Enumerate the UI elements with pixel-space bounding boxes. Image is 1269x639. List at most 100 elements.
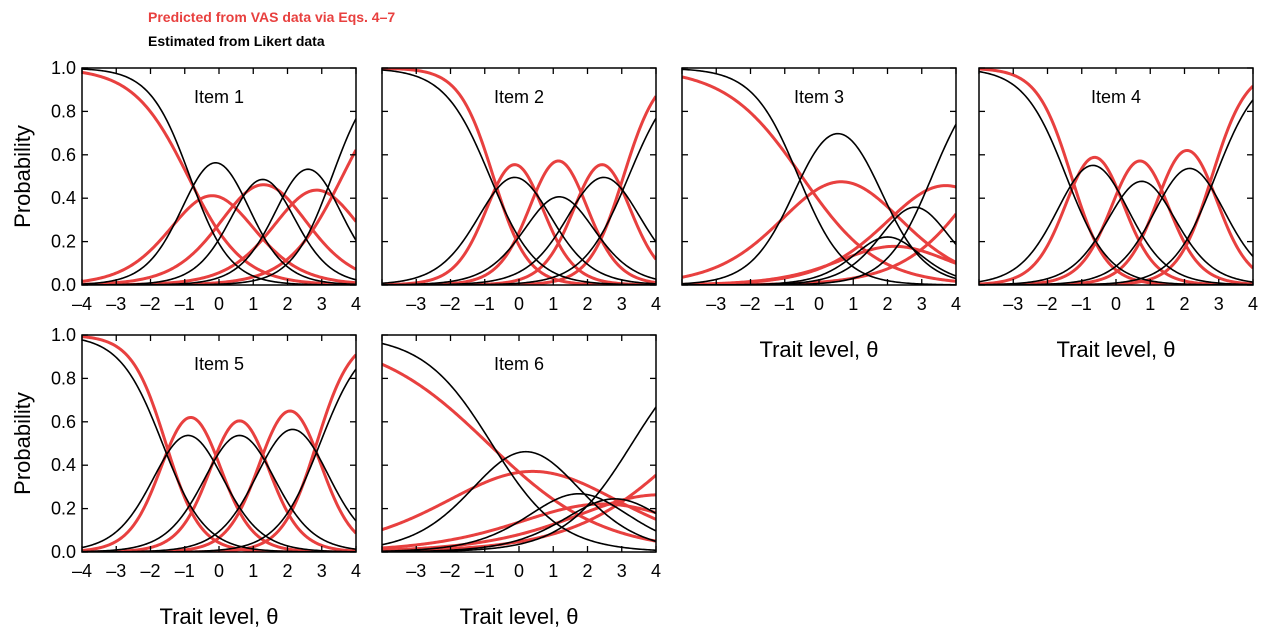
y-tick-label: 0.2 bbox=[51, 499, 76, 519]
x-tick-label: 1 bbox=[248, 561, 258, 581]
x-tick-label: –1 bbox=[775, 294, 795, 314]
x-tick-label: –4 bbox=[72, 561, 92, 581]
x-tick-label: 1 bbox=[548, 561, 558, 581]
estimated-curve-cat-2 bbox=[82, 162, 356, 285]
x-tick-label: 0 bbox=[814, 294, 824, 314]
x-axis-label: Trait level, θ bbox=[159, 604, 278, 629]
predicted-curve-cat-2 bbox=[382, 469, 656, 532]
estimated-curve-cat-2 bbox=[382, 450, 656, 546]
x-tick-label: –3 bbox=[106, 561, 126, 581]
estimated-curve-cat-2 bbox=[979, 164, 1253, 285]
estimated-curve-cat-3 bbox=[382, 196, 656, 285]
y-tick-label: 0.6 bbox=[51, 145, 76, 165]
legend-predicted: Predicted from VAS data via Eqs. 4–7 bbox=[148, 9, 396, 25]
x-tick-label: 4 bbox=[351, 561, 361, 581]
x-tick-label: 2 bbox=[1179, 294, 1189, 314]
panel-title: Item 2 bbox=[494, 87, 544, 107]
estimated-curve-cat-1 bbox=[682, 68, 956, 285]
y-axis-label: Probability bbox=[10, 125, 35, 228]
estimated-curve-cat-5 bbox=[82, 118, 356, 285]
x-tick-label: –1 bbox=[175, 294, 195, 314]
x-tick-label: –2 bbox=[140, 294, 160, 314]
x-tick-label: –3 bbox=[406, 561, 426, 581]
x-tick-label: 2 bbox=[282, 294, 292, 314]
x-axis-label: Trait level, θ bbox=[459, 604, 578, 629]
x-axis-label: Trait level, θ bbox=[1056, 337, 1175, 362]
x-tick-label: 4 bbox=[651, 294, 661, 314]
x-tick-label: 2 bbox=[282, 561, 292, 581]
y-tick-label: 0.4 bbox=[51, 188, 76, 208]
x-tick-label: –1 bbox=[475, 294, 495, 314]
x-tick-label: 1 bbox=[848, 294, 858, 314]
panel-item-2: –3 –2 –1 0 1 2 3 4 Item 2 bbox=[381, 67, 661, 314]
estimated-curve-cat-3 bbox=[979, 180, 1253, 285]
estimated-curve-cat-3 bbox=[82, 434, 356, 552]
panel-title: Item 1 bbox=[194, 87, 244, 107]
panel-item-5: –4 –3 –2 –1 0 1 2 3 4 0.0 0.2 0.4 0.6 0.8 1.0 Item 5 Pro… bbox=[10, 325, 361, 629]
x-tick-label: –1 bbox=[1072, 294, 1092, 314]
x-tick-label: 2 bbox=[582, 561, 592, 581]
x-tick-label: 0 bbox=[514, 294, 524, 314]
x-tick-label: 0 bbox=[214, 561, 224, 581]
predicted-curve-cat-3 bbox=[382, 159, 656, 285]
panel-title: Item 3 bbox=[794, 87, 844, 107]
estimated-curve-cat-2 bbox=[382, 176, 656, 285]
predicted-curve-cat-5 bbox=[382, 95, 656, 285]
x-tick-label: –2 bbox=[440, 294, 460, 314]
panel-title: Item 6 bbox=[494, 354, 544, 374]
x-tick-label: –2 bbox=[140, 561, 160, 581]
y-tick-label: 0.2 bbox=[51, 232, 76, 252]
x-tick-label: –1 bbox=[175, 561, 195, 581]
x-tick-label: 4 bbox=[351, 294, 361, 314]
panel-item-4: –3 –2 –1 0 1 2 3 4 Item 4 Trait level, θ bbox=[978, 67, 1258, 362]
x-tick-label: 0 bbox=[214, 294, 224, 314]
x-tick-label: 4 bbox=[651, 561, 661, 581]
x-tick-label: 1 bbox=[248, 294, 258, 314]
y-tick-label: 0.6 bbox=[51, 412, 76, 432]
x-tick-label: 1 bbox=[548, 294, 558, 314]
x-tick-label: –2 bbox=[740, 294, 760, 314]
x-tick-label: 0 bbox=[1111, 294, 1121, 314]
estimated-curve-cat-5 bbox=[682, 123, 956, 285]
x-axis-label: Trait level, θ bbox=[759, 337, 878, 362]
x-tick-label: 3 bbox=[1214, 294, 1224, 314]
x-tick-label: 4 bbox=[1248, 294, 1258, 314]
predicted-curve-cat-5 bbox=[82, 149, 356, 285]
legend-estimated: Estimated from Likert data bbox=[148, 33, 325, 49]
predicted-curve-cat-2 bbox=[382, 163, 656, 285]
y-tick-label: 1.0 bbox=[51, 58, 76, 78]
panel-title: Item 4 bbox=[1091, 87, 1141, 107]
x-tick-label: 3 bbox=[617, 561, 627, 581]
predicted-curve-cat-2 bbox=[82, 194, 356, 285]
y-tick-label: 1.0 bbox=[51, 325, 76, 345]
y-tick-label: 0.4 bbox=[51, 455, 76, 475]
predicted-curve-cat-3 bbox=[82, 183, 356, 285]
x-tick-label: 2 bbox=[882, 294, 892, 314]
x-tick-label: –3 bbox=[106, 294, 126, 314]
panel-item-1: –4 –3 –2 –1 0 1 2 3 4 0.0 0.2 0.4 0.6 0.8 1.0 Item 1 Pro… bbox=[10, 58, 361, 314]
y-tick-label: 0.8 bbox=[51, 101, 76, 121]
x-tick-label: –3 bbox=[706, 294, 726, 314]
x-tick-label: 0 bbox=[514, 561, 524, 581]
x-tick-label: –2 bbox=[440, 561, 460, 581]
x-tick-label: 3 bbox=[317, 561, 327, 581]
y-tick-label: 0.0 bbox=[51, 275, 76, 295]
predicted-curve-cat-2 bbox=[682, 180, 956, 279]
x-tick-label: –3 bbox=[1003, 294, 1023, 314]
x-tick-label: 1 bbox=[1145, 294, 1155, 314]
x-tick-label: 3 bbox=[317, 294, 327, 314]
x-tick-label: –1 bbox=[475, 561, 495, 581]
x-tick-label: –4 bbox=[72, 294, 92, 314]
x-tick-label: 4 bbox=[951, 294, 961, 314]
y-tick-label: 0.0 bbox=[51, 542, 76, 562]
estimated-curve-cat-2 bbox=[82, 434, 356, 552]
x-tick-label: 3 bbox=[617, 294, 627, 314]
y-axis-label: Probability bbox=[10, 392, 35, 495]
estimated-curve-cat-1 bbox=[382, 342, 656, 552]
estimated-curve-cat-3 bbox=[382, 492, 656, 552]
x-tick-label: 3 bbox=[917, 294, 927, 314]
predicted-curve-cat-1 bbox=[82, 70, 356, 285]
panel-item-3: –3 –2 –1 0 1 2 3 4 Item 3 Trait level, θ bbox=[681, 67, 961, 362]
predicted-curve-cat-1 bbox=[682, 75, 956, 283]
